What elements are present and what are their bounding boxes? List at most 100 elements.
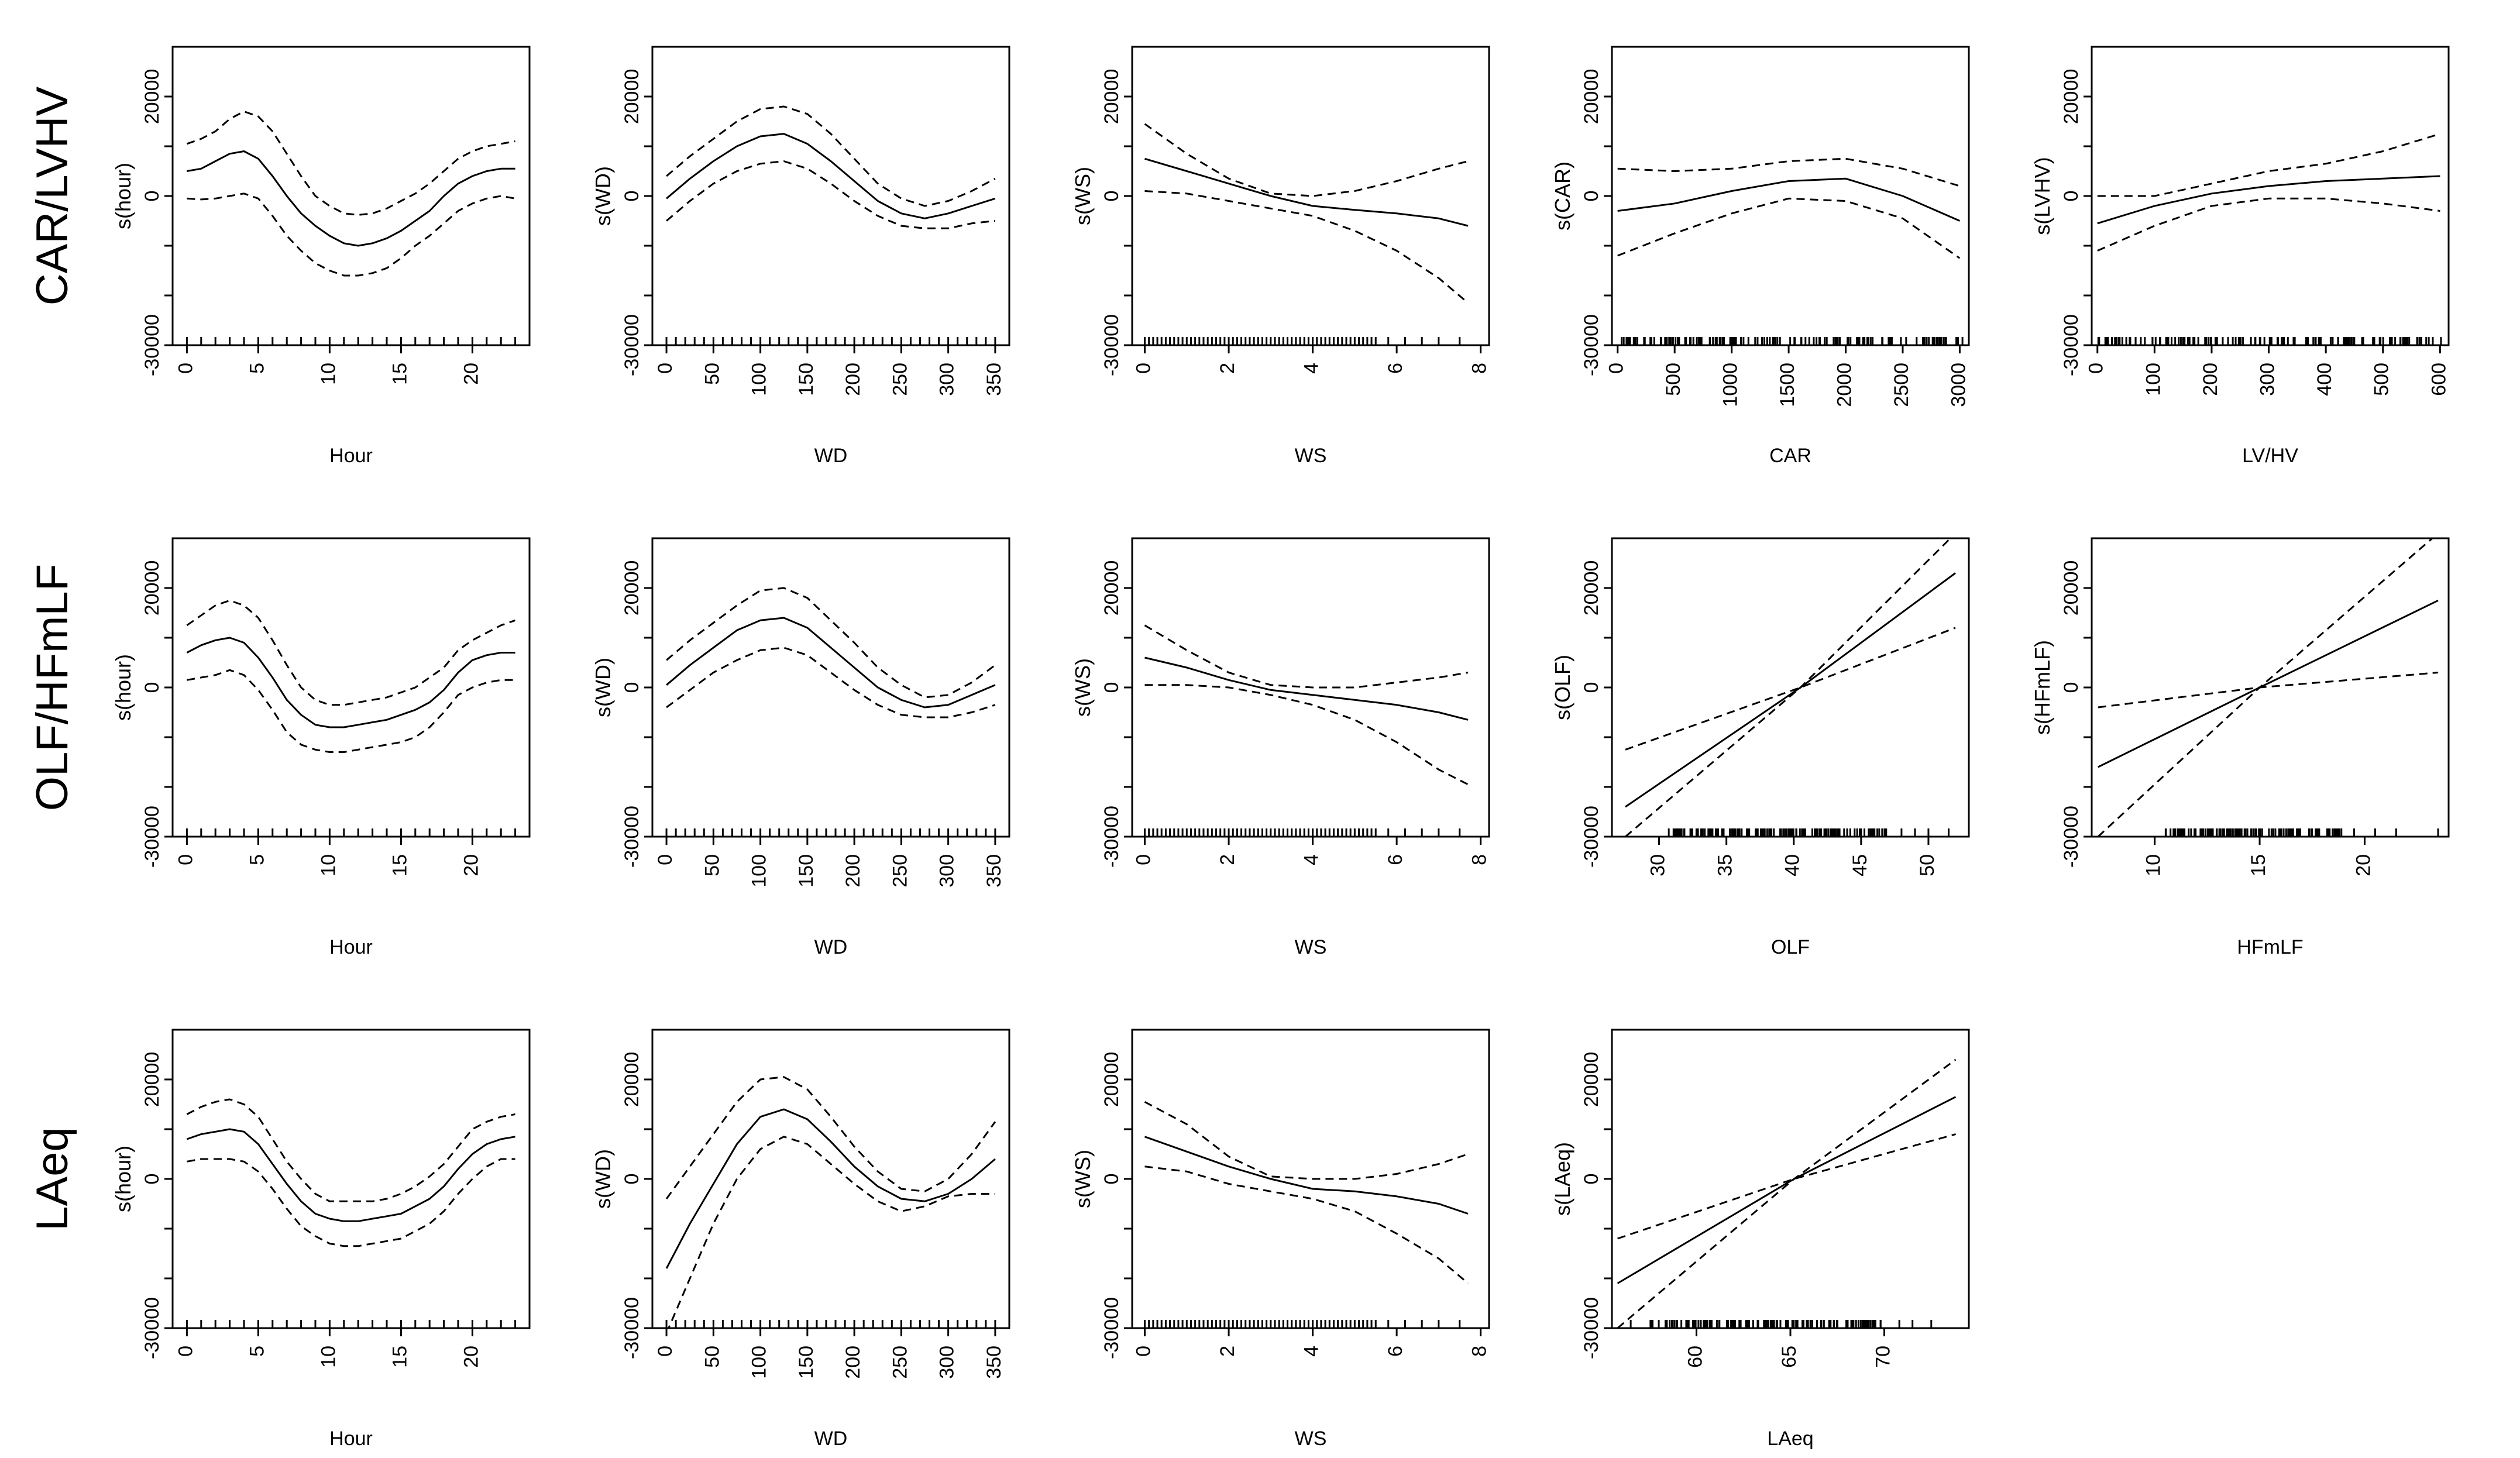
- x-tick-label: 2: [1216, 363, 1239, 374]
- lower-confidence-line: [1617, 197, 1961, 259]
- upper-confidence-line: [1617, 157, 1960, 187]
- x-axis-label: WS: [1295, 445, 1327, 467]
- y-tick-label: 0: [2060, 191, 2082, 202]
- y-tick-label: 0: [1101, 682, 1123, 693]
- y-axis-label: s(WD): [591, 166, 615, 226]
- x-tick-label: 200: [842, 1346, 864, 1379]
- x-axis-label: Hour: [329, 936, 373, 958]
- x-tick-label: 300: [936, 363, 958, 396]
- y-tick-label: 0: [1580, 682, 1603, 693]
- y-tick-label: 0: [141, 191, 163, 202]
- upper-confidence-line: [665, 1076, 996, 1199]
- plot-panel: -30000 0 20000 s(hour) 0 5 10 15 20 Hour: [111, 537, 531, 958]
- y-axis-label: s(WD): [591, 658, 615, 717]
- plot-panel: -30000 0 20000 s(hour) 0 5 10 15 20 Hour: [111, 46, 531, 467]
- upper-confidence-line: [666, 105, 996, 207]
- x-tick-label: 0: [2085, 363, 2108, 374]
- y-tick-label: -30000: [2060, 806, 2082, 868]
- upper-confidence-line: [2097, 133, 2440, 197]
- x-tick-label: 20: [460, 363, 482, 385]
- y-axis-label: s(hour): [111, 654, 135, 721]
- x-tick-label: 0: [1133, 363, 1155, 374]
- lower-confidence-line: [187, 669, 515, 753]
- upper-confidence-line: [1144, 624, 1469, 689]
- y-axis-label: s(HFmLF): [2030, 640, 2054, 735]
- y-tick-label: 20000: [141, 69, 163, 125]
- x-tick-label: 3000: [1947, 363, 1969, 407]
- plot-panel: -30000 0 20000 s(WS) 0 2 4 6 8 WS: [1071, 1029, 1491, 1450]
- x-tick-label: 2: [1216, 1346, 1239, 1357]
- x-tick-label: 0: [654, 1346, 676, 1357]
- x-tick-label: 350: [983, 854, 1005, 888]
- plot-frame: [171, 1029, 531, 1329]
- x-tick-label: 50: [701, 1346, 723, 1368]
- y-axis-label: s(LAeq): [1550, 1142, 1574, 1216]
- smooth-fit-line: [665, 1108, 996, 1269]
- plot-frame: [1131, 1029, 1490, 1329]
- upper-confidence-line: [1144, 1101, 1469, 1180]
- x-tick-label: 35: [1714, 854, 1737, 876]
- plot-panel: -30000 0 20000 s(WD) 0 50 100 150 200 250 300 350 WD: [591, 537, 1010, 958]
- x-tick-label: 5: [246, 854, 268, 865]
- y-tick-label: 0: [1580, 191, 1603, 202]
- x-tick-label: 5: [246, 1346, 268, 1357]
- x-tick-label: 200: [842, 854, 864, 888]
- x-tick-label: 250: [889, 1346, 911, 1379]
- smooth-fit-line: [666, 133, 996, 219]
- x-tick-label: 1500: [1776, 363, 1799, 407]
- lower-confidence-line: [2097, 197, 2440, 252]
- x-tick-label: 250: [889, 854, 911, 888]
- x-tick-label: 1000: [1720, 363, 1742, 407]
- y-tick-label: -30000: [621, 1297, 643, 1359]
- y-axis-label: s(WS): [1071, 1150, 1095, 1208]
- x-tick-label: 250: [889, 363, 911, 396]
- y-tick-label: 20000: [1580, 69, 1603, 125]
- y-tick-label: 0: [1101, 191, 1123, 202]
- smooth-fit-line: [1144, 656, 1469, 721]
- y-tick-label: -30000: [141, 806, 163, 868]
- x-tick-label: 400: [2313, 363, 2336, 396]
- smooth-fit-line: [187, 150, 515, 247]
- x-tick-label: 200: [2199, 363, 2222, 396]
- y-tick-label: 20000: [141, 560, 163, 616]
- y-axis-label: s(WS): [1071, 167, 1095, 225]
- x-tick-label: 0: [174, 854, 197, 865]
- plot-frame: [1611, 1029, 1970, 1329]
- y-tick-label: -30000: [1101, 314, 1123, 376]
- plot-panel: -30000 0 20000 s(WS) 0 2 4 6 8 WS: [1071, 46, 1491, 467]
- x-tick-label: 50: [701, 854, 723, 876]
- smooth-fit-line: [2098, 599, 2439, 768]
- smooth-fit-line: [186, 637, 515, 728]
- y-tick-label: 20000: [1101, 69, 1123, 125]
- x-tick-label: 0: [654, 363, 676, 374]
- plot-frame: [651, 46, 1010, 346]
- x-axis-label: Hour: [329, 1428, 373, 1450]
- y-axis-label: s(LVHV): [2030, 157, 2054, 235]
- lower-confidence-line: [668, 1136, 995, 1328]
- x-tick-label: 300: [936, 854, 958, 888]
- smooth-fit-line: [2097, 175, 2440, 225]
- smooth-fit-line: [1617, 1096, 1957, 1284]
- x-tick-label: 40: [1782, 854, 1804, 876]
- x-tick-label: 350: [983, 363, 1005, 396]
- x-tick-label: 8: [1469, 854, 1491, 865]
- y-tick-label: 20000: [1101, 560, 1123, 616]
- x-tick-label: 4: [1301, 854, 1323, 865]
- x-tick-label: 45: [1849, 854, 1871, 876]
- x-tick-label: 50: [701, 363, 723, 385]
- y-tick-label: -30000: [141, 1297, 163, 1359]
- plot-panel: -30000 0 20000 s(hour) 0 5 10 15 20 Hour: [111, 1029, 531, 1450]
- x-tick-label: 0: [174, 1346, 197, 1357]
- plot-frame: [1131, 46, 1490, 346]
- y-tick-label: -30000: [1101, 806, 1123, 868]
- plot-panel: -30000 0 20000 s(WD) 0 50 100 150 200 250 300 350 WD: [591, 1029, 1010, 1450]
- x-axis-label: WD: [814, 1428, 848, 1450]
- lower-confidence-line: [1617, 1058, 1957, 1328]
- y-tick-label: 0: [621, 1174, 643, 1185]
- x-axis-label: WD: [814, 445, 848, 467]
- x-axis-label: LV/HV: [2242, 445, 2298, 467]
- plot-panel: -30000 0 20000 s(OLF) 30 35 40 45 50 OLF: [1550, 537, 1970, 958]
- y-tick-label: 0: [141, 682, 163, 693]
